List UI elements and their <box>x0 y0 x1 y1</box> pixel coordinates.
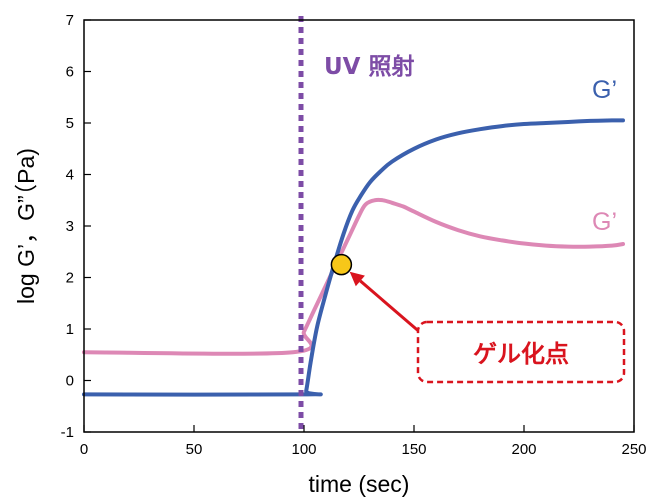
series-layer <box>82 118 625 397</box>
y-tick-label: 4 <box>66 167 74 184</box>
series-line-loss-modulus <box>82 197 625 356</box>
y-tick-label: 3 <box>66 218 74 235</box>
y-axis-title: log G’，G”（Pa) <box>13 148 39 304</box>
series-label-loss-modulus: G’ <box>592 208 617 236</box>
x-tick-label: 50 <box>186 441 203 458</box>
y-tick-label: 5 <box>66 115 74 132</box>
y-tick-label: 6 <box>66 64 74 81</box>
y-tick-label: 0 <box>66 373 74 390</box>
series-line-storage-modulus <box>82 118 625 397</box>
gel-point-label: ゲル化点 <box>473 340 569 368</box>
tick-labels: 0 50 100 150 200 250 -1 0 1 2 3 4 5 6 7 <box>61 12 647 458</box>
gel-point-arrowhead <box>349 271 365 287</box>
x-axis-title: time (sec) <box>309 471 410 497</box>
x-tick-label: 100 <box>291 441 316 458</box>
gel-point-arrow <box>359 279 423 336</box>
gel-point-callout-box <box>416 320 626 384</box>
x-tick-label: 150 <box>401 441 426 458</box>
y-tick-label: 7 <box>66 12 74 29</box>
x-tick-label: 200 <box>511 441 536 458</box>
plot-frame <box>83 19 635 433</box>
y-tick-label: 2 <box>66 270 74 287</box>
x-tick-label: 0 <box>80 441 88 458</box>
y-tick-label: -1 <box>61 424 74 441</box>
uv-irradiation-label: UV 照射 <box>324 53 414 80</box>
x-tick-label: 250 <box>621 441 646 458</box>
gel-point-marker <box>330 253 353 276</box>
y-tick-label: 1 <box>66 321 74 338</box>
series-label-storage-modulus: G’ <box>592 76 617 104</box>
